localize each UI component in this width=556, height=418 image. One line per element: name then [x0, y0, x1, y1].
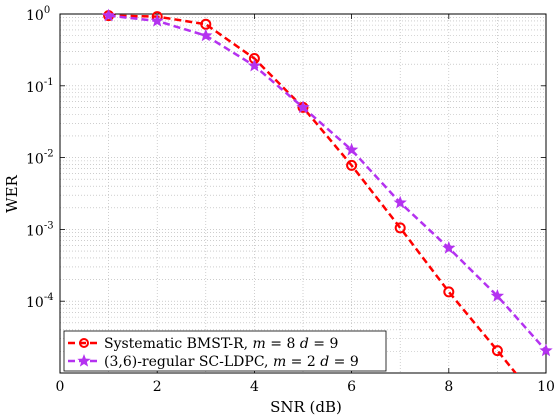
legend-m-symbol-scldpc: m — [273, 354, 286, 370]
legend-marker-scldpc — [77, 354, 91, 367]
data-point-bmst — [443, 286, 455, 298]
legend: Systematic BMST-R, m = 8 d = 9 (3,6)-reg… — [63, 330, 387, 372]
data-point-bmst — [491, 345, 503, 357]
series-layer — [101, 8, 553, 373]
data-point-scldpc — [199, 28, 213, 42]
legend-marker-bmst — [79, 338, 89, 348]
x-tick-label: 4 — [250, 379, 259, 395]
legend-box — [63, 330, 387, 372]
y-tick-base: 10 — [26, 223, 44, 239]
legend-d-symbol-scldpc: d — [320, 354, 329, 370]
x-tick-label: 10 — [537, 379, 555, 395]
data-point-scldpc — [539, 343, 553, 357]
legend-d-value-scldpc: 9 — [350, 354, 359, 370]
series-line-bmst — [108, 14, 518, 373]
grid — [60, 14, 546, 373]
legend-d-symbol-bmst: d — [300, 336, 309, 352]
legend-prefix-scldpc: (3,6)-regular SC-LDPC, — [104, 354, 273, 370]
y-tick-base: 10 — [26, 8, 44, 24]
y-tick-exponent: -1 — [44, 77, 54, 88]
y-tick-label: 10-2 — [26, 149, 54, 168]
data-point-scldpc — [150, 13, 164, 27]
x-tick-label: 2 — [153, 379, 162, 395]
data-point-scldpc — [490, 289, 505, 302]
y-tick-exponent: -3 — [44, 220, 54, 231]
legend-m-value-scldpc: 2 — [307, 354, 316, 370]
data-point-scldpc — [296, 100, 310, 114]
legend-d-value-bmst: 9 — [329, 336, 338, 352]
x-axis-title: SNR (dB) — [270, 398, 342, 416]
y-tick-exponent: -2 — [44, 149, 54, 160]
data-point-bmst — [394, 222, 406, 234]
legend-m-value-bmst: 8 — [286, 336, 295, 352]
data-point-scldpc — [344, 142, 359, 156]
legend-m-eq-scldpc: = — [286, 354, 307, 370]
x-tick-label: 0 — [56, 379, 65, 395]
y-tick-base: 10 — [26, 80, 44, 96]
y-axis-title: WER — [3, 174, 21, 212]
series-line-scldpc — [108, 14, 546, 352]
y-tick-base: 10 — [26, 295, 44, 311]
data-point-bmst — [346, 159, 358, 171]
y-tick-label: 10-4 — [26, 292, 54, 311]
x-tick-label: 8 — [444, 379, 453, 395]
y-tick-exponent: 0 — [44, 5, 50, 16]
y-tick-label: 10-1 — [26, 77, 54, 96]
legend-m-eq-bmst: = — [266, 336, 287, 352]
legend-m-symbol-bmst: m — [253, 336, 266, 352]
y-tick-base: 10 — [26, 152, 44, 168]
data-point-scldpc — [442, 241, 456, 254]
legend-d-eq-scldpc: = — [329, 354, 350, 370]
y-tick-exponent: -4 — [44, 292, 54, 303]
data-point-scldpc — [101, 8, 116, 22]
legend-label-scldpc: (3,6)-regular SC-LDPC, m = 2 d = 9 — [104, 354, 359, 370]
data-point-scldpc — [393, 195, 407, 209]
y-tick-label: 100 — [26, 5, 50, 24]
legend-prefix-bmst: Systematic BMST-R, — [104, 336, 253, 352]
plot-frame — [59, 13, 547, 374]
x-tick-label: 6 — [347, 379, 356, 395]
data-point-scldpc — [247, 58, 262, 72]
legend-d-eq-bmst: = — [309, 336, 330, 352]
legend-label-bmst: Systematic BMST-R, m = 8 d = 9 — [104, 336, 338, 352]
y-tick-label: 10-3 — [26, 220, 54, 239]
